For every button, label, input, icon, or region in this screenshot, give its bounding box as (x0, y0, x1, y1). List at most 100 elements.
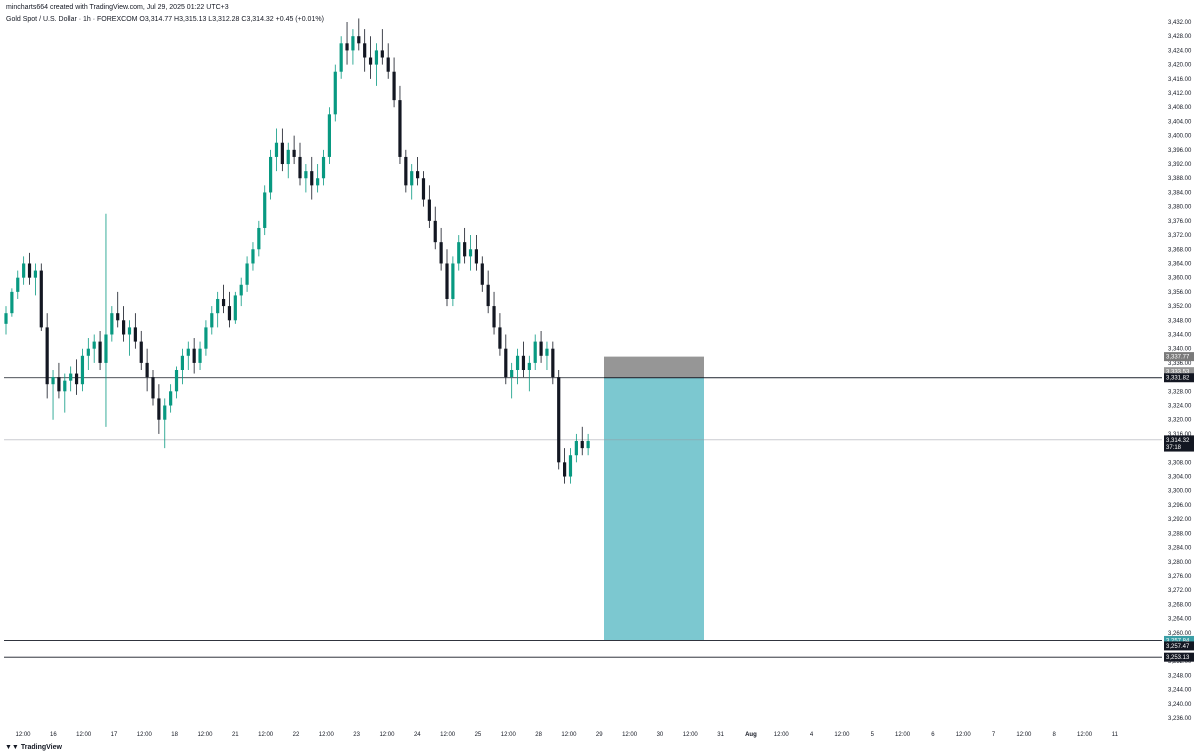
candle-body (110, 313, 114, 335)
y-tick-label: 3,296.00 (1168, 503, 1192, 509)
candle-body (239, 284, 243, 296)
candle-body (210, 313, 214, 328)
x-tick-label: 12:00 (1077, 732, 1093, 738)
candle-body (316, 178, 320, 186)
y-tick-label: 3,388.00 (1168, 176, 1192, 182)
y-tick-label: 3,244.00 (1168, 688, 1192, 694)
candle-body (133, 327, 137, 342)
y-tick-label: 3,340.00 (1168, 347, 1192, 353)
stop-loss-zone[interactable] (604, 356, 704, 378)
x-tick-label: 4 (810, 732, 814, 738)
price-label-text: 3,314.32 (1166, 438, 1190, 444)
x-tick-label: 8 (1053, 732, 1057, 738)
x-tick-label: 12:00 (137, 732, 153, 738)
candle-body (245, 263, 249, 285)
x-tick-label: 28 (535, 732, 542, 738)
candle-body (486, 284, 490, 307)
candle-body (539, 341, 543, 356)
candle-body (521, 355, 526, 370)
candle-body (180, 355, 184, 370)
candle-body (463, 242, 467, 257)
take-profit-zone[interactable] (604, 377, 704, 641)
x-tick-label: 23 (353, 732, 360, 738)
candle-body (545, 348, 549, 356)
candle-body (39, 270, 43, 328)
candle-body (480, 263, 484, 285)
candle-body (257, 227, 261, 250)
position-zones (604, 356, 704, 641)
y-tick-label: 3,336.00 (1168, 361, 1192, 367)
candle-body (533, 341, 537, 363)
x-tick-label: 12:00 (501, 732, 517, 738)
y-tick-label: 3,412.00 (1168, 91, 1192, 97)
y-tick-label: 3,304.00 (1168, 475, 1192, 481)
y-tick-label: 3,392.00 (1168, 162, 1192, 168)
tradingview-brand: ▼▼ TradingView (5, 744, 62, 751)
x-tick-label: 12:00 (561, 732, 577, 738)
candle-body (33, 270, 37, 278)
y-tick-label: 3,292.00 (1168, 517, 1192, 523)
tradingview-logo-icon: ▼▼ (5, 744, 19, 751)
price-label-box (1164, 373, 1194, 383)
candle-body (292, 149, 296, 157)
x-tick-label: 6 (931, 732, 935, 738)
price-label-text: 3,333.53 (1166, 370, 1190, 376)
candle-body (386, 57, 390, 72)
x-tick-label: 12:00 (956, 732, 972, 738)
x-tick-label: 12:00 (774, 732, 790, 738)
candle-body (468, 249, 473, 257)
y-tick-label: 3,428.00 (1168, 34, 1192, 40)
candle-body (27, 263, 32, 278)
y-tick-label: 3,404.00 (1168, 119, 1192, 125)
y-tick-label: 3,240.00 (1168, 702, 1192, 708)
candle-body (451, 263, 455, 299)
candles (4, 18, 590, 484)
price-label-text: 3,337.77 (1166, 355, 1190, 361)
candle-body (10, 291, 14, 314)
y-tick-label: 3,300.00 (1168, 489, 1192, 495)
y-tick-label: 3,280.00 (1168, 560, 1192, 566)
candle-body (304, 171, 308, 179)
y-tick-label: 3,376.00 (1168, 219, 1192, 225)
candle-body (563, 462, 567, 477)
candle-body (586, 441, 590, 449)
y-tick-label: 3,416.00 (1168, 77, 1192, 83)
y-tick-label: 3,380.00 (1168, 205, 1192, 211)
x-tick-label: 31 (717, 732, 724, 738)
candle-body (221, 298, 226, 307)
symbol-ohlc-legend: Gold Spot / U.S. Dollar · 1h · FOREXCOM … (6, 16, 324, 23)
y-tick-label: 3,288.00 (1168, 531, 1192, 537)
candle-body (527, 362, 531, 370)
price-label-box (1164, 652, 1194, 662)
candle-body (263, 192, 267, 228)
x-tick-label: 12:00 (683, 732, 699, 738)
candle-body (515, 355, 520, 370)
candle-body (286, 149, 290, 165)
x-tick-label: 24 (414, 732, 421, 738)
candle-body (351, 36, 355, 51)
candle-body (16, 277, 20, 292)
candle-body (127, 327, 132, 335)
y-tick-label: 3,248.00 (1168, 673, 1192, 679)
candle-body (498, 327, 502, 349)
candle-body (63, 380, 67, 392)
x-tick-label: 12:00 (622, 732, 638, 738)
candle-body (504, 348, 508, 378)
y-tick-label: 3,324.00 (1168, 404, 1192, 410)
y-tick-label: 3,272.00 (1168, 588, 1192, 594)
candle-body (186, 348, 190, 356)
candle-body (22, 263, 26, 278)
candle-body (321, 156, 326, 179)
x-tick-label: 12:00 (15, 732, 31, 738)
candle-body (45, 327, 49, 385)
candle-body (227, 306, 232, 321)
y-tick-label: 3,268.00 (1168, 602, 1192, 608)
y-tick-label: 3,264.00 (1168, 617, 1192, 623)
x-tick-label: 12:00 (319, 732, 335, 738)
y-tick-label: 3,396.00 (1168, 148, 1192, 154)
candle-body (74, 373, 79, 385)
candle-body (298, 156, 302, 179)
candle-body (333, 71, 337, 115)
candle-body (439, 242, 443, 264)
